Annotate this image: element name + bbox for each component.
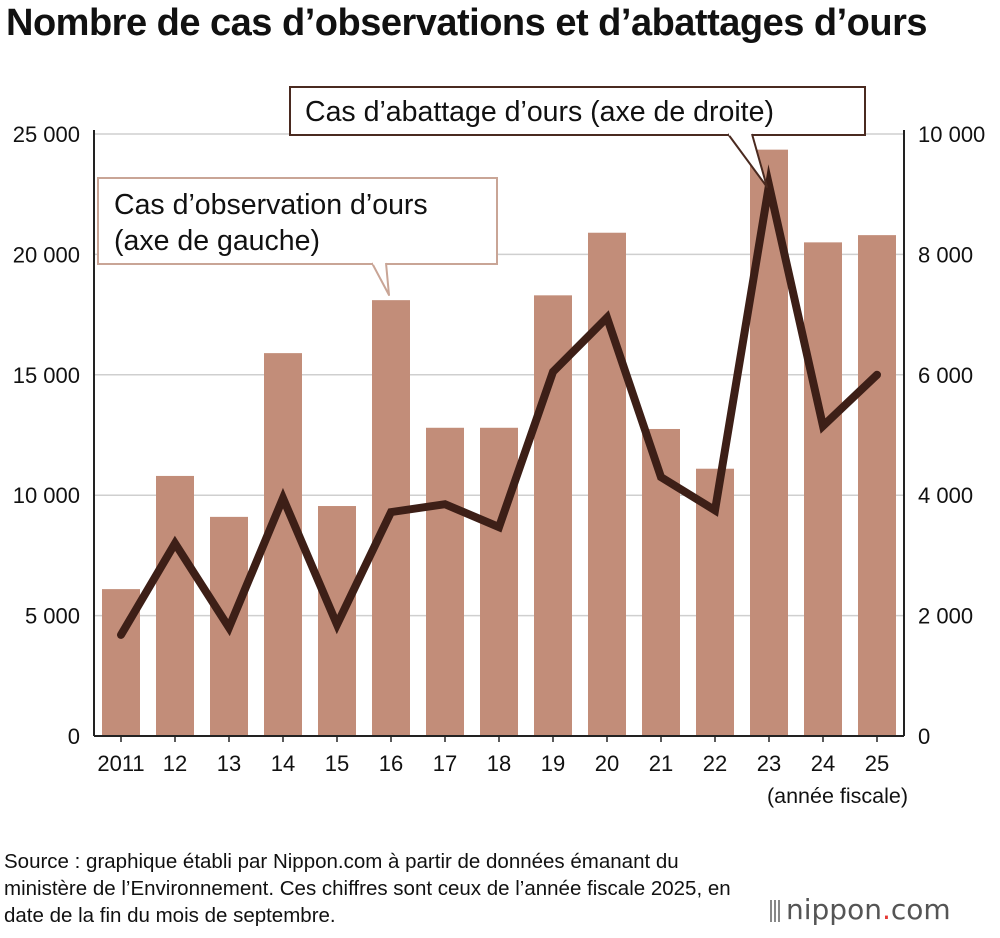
source-note: Source : graphique établi par Nippon.com… bbox=[4, 850, 731, 927]
bar-14 bbox=[264, 353, 302, 736]
line-abattage bbox=[117, 164, 881, 639]
callout-observation-line1: Cas d’observation d’ours bbox=[114, 189, 428, 221]
x-tick-label: 17 bbox=[433, 751, 457, 776]
y-right-tick-label: 0 bbox=[918, 724, 930, 749]
x-tick-label: 15 bbox=[325, 751, 349, 776]
y-right-tick-label: 6 000 bbox=[918, 363, 973, 388]
bar-12 bbox=[156, 475, 194, 736]
y-right-tick-label: 10 000 bbox=[918, 122, 985, 147]
logo-text-suffix: com bbox=[890, 893, 951, 926]
x-tick-label: 21 bbox=[649, 751, 673, 776]
nippon-logo: nippon.com bbox=[770, 893, 951, 929]
callout-observation-box bbox=[97, 177, 498, 265]
bar-17 bbox=[426, 427, 464, 736]
y-left-tick-label: 20 000 bbox=[13, 242, 80, 267]
y-right-tick-label: 2 000 bbox=[918, 604, 973, 629]
callout-abattage: Cas d’abattage d’ours (axe de droite) bbox=[289, 86, 866, 188]
callout-observation-line2: (axe de gauche) bbox=[114, 225, 320, 257]
bar-18 bbox=[480, 427, 518, 736]
x-axis-ticks: 2011 12 13 14 15 16 17 18 19 20 21 22 23 24 25 bbox=[97, 736, 889, 776]
x-tick-label: 19 bbox=[541, 751, 565, 776]
x-axis-unit-label: (année fiscale) bbox=[767, 784, 908, 808]
y-left-tick-label: 0 bbox=[68, 724, 80, 749]
bar-20 bbox=[588, 232, 626, 736]
callout-observation-pointer bbox=[371, 262, 390, 296]
bar-24 bbox=[804, 242, 842, 737]
x-tick-label: 22 bbox=[703, 751, 727, 776]
bar-25 bbox=[858, 235, 896, 737]
chart-title: Nombre de cas d’observations et d’abatta… bbox=[6, 2, 928, 44]
y-right-tick-label: 8 000 bbox=[918, 242, 973, 267]
x-tick-label: 16 bbox=[379, 751, 403, 776]
x-tick-label: 18 bbox=[487, 751, 511, 776]
y-left-tick-label: 25 000 bbox=[13, 122, 80, 147]
y-left-tick-label: 15 000 bbox=[13, 363, 80, 388]
callout-observation: Cas d’observation d’ours (axe de gauche) bbox=[97, 177, 498, 296]
x-tick-label: 23 bbox=[757, 751, 781, 776]
x-tick-label: 20 bbox=[595, 751, 619, 776]
x-tick-label: 14 bbox=[271, 751, 295, 776]
x-tick-label: 24 bbox=[811, 751, 835, 776]
x-tick-label: 25 bbox=[865, 751, 889, 776]
y-axis-right-ticks: 0 2 000 4 000 6 000 8 000 10 000 bbox=[918, 122, 985, 749]
callout-abattage-box bbox=[289, 86, 866, 136]
bar-line-chart: 0 5 000 10 000 15 000 20 000 25 000 0 2 000 4 0… bbox=[13, 86, 985, 808]
y-left-tick-label: 5 000 bbox=[25, 604, 80, 629]
x-tick-label: 2011 bbox=[97, 751, 144, 776]
x-tick-label: 12 bbox=[163, 751, 187, 776]
y-axis-left-ticks: 0 5 000 10 000 15 000 20 000 25 000 bbox=[13, 122, 80, 749]
logo-dot: . bbox=[881, 893, 891, 926]
logo-stripes-icon bbox=[770, 896, 782, 929]
logo-text-main: nippon bbox=[786, 893, 882, 926]
y-left-tick-label: 10 000 bbox=[13, 483, 80, 508]
x-tick-label: 13 bbox=[217, 751, 241, 776]
callout-abattage-pointer bbox=[727, 133, 768, 188]
y-right-tick-label: 4 000 bbox=[918, 483, 973, 508]
callout-abattage-label: Cas d’abattage d’ours (axe de droite) bbox=[305, 96, 774, 128]
